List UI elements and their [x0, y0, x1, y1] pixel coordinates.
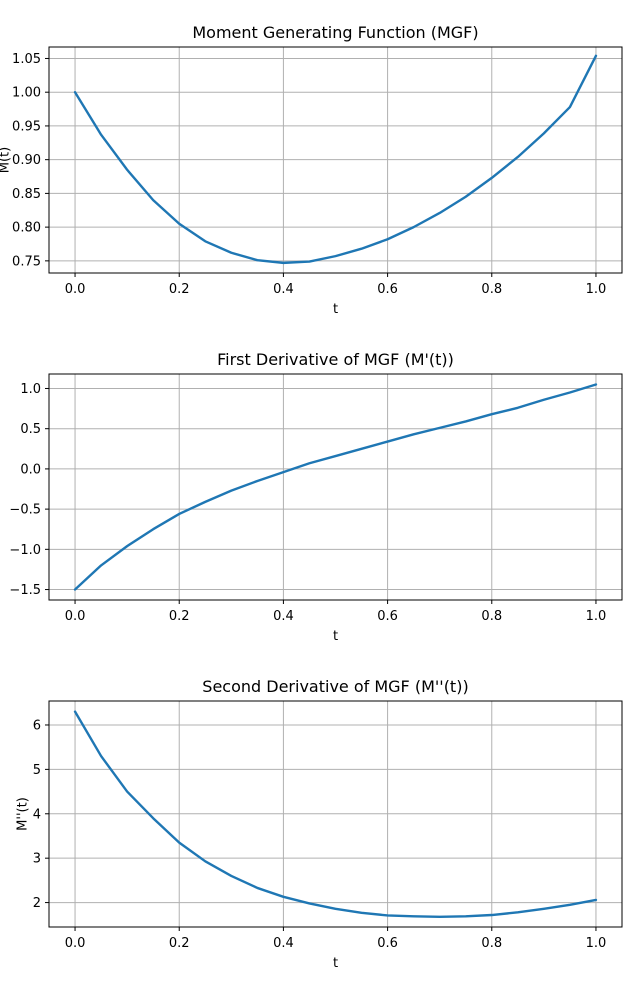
chart-2-x-tick-label: 1.0	[586, 936, 607, 951]
chart-1-y-tick-label: −1.5	[9, 583, 41, 598]
chart-2-y-tick-label: 4	[33, 807, 41, 822]
chart-2-y-tick-label: 5	[33, 763, 41, 778]
chart-2-series-line	[73, 710, 598, 918]
chart-1-y-tick-label: 0.0	[20, 462, 41, 477]
chart-2-y-tick-label: 3	[33, 852, 41, 867]
chart-2-x-tick-label: 0.4	[273, 936, 294, 951]
chart-2-title: Second Derivative of MGF (M''(t))	[202, 677, 468, 696]
chart-0-y-tick-label: 0.80	[12, 221, 41, 236]
chart-0-y-tick-label: 0.75	[12, 254, 41, 269]
chart-0-y-tick-label: 1.05	[12, 52, 41, 67]
chart-0-x-tick-label: 0.6	[377, 282, 398, 297]
chart-1-x-tick-label: 0.6	[377, 609, 398, 624]
chart-1-y-tick-label: −0.5	[9, 503, 41, 518]
chart-2-x-axis-label: t	[333, 956, 338, 971]
chart-0-x-axis-label: t	[333, 302, 338, 317]
chart-1-x-tick-label: 0.2	[169, 609, 190, 624]
chart-0-x-tick-label: 0.2	[169, 282, 190, 297]
chart-2-y-tick-label: 2	[33, 896, 41, 911]
chart-0-x-tick-label: 0.4	[273, 282, 294, 297]
chart-1-x-axis-label: t	[333, 629, 338, 644]
chart-1-title: First Derivative of MGF (M'(t))	[217, 350, 454, 369]
chart-1-y-tick-label: −1.0	[9, 543, 41, 558]
chart-2-x-tick-label: 0.6	[377, 936, 398, 951]
chart-1-plot-frame	[48, 373, 623, 601]
chart-0-x-tick-label: 1.0	[586, 282, 607, 297]
chart-1-x-tick-label: 0.0	[65, 609, 86, 624]
chart-1-series-line	[73, 383, 598, 591]
chart-0-title: Moment Generating Function (MGF)	[192, 23, 478, 42]
chart-1-x-tick-label: 0.4	[273, 609, 294, 624]
chart-0-x-tick-label: 0.8	[481, 282, 502, 297]
chart-1-x-tick-label: 0.8	[481, 609, 502, 624]
chart-2-y-tick-label: 6	[33, 718, 41, 733]
chart-2-x-tick-label: 0.0	[65, 936, 86, 951]
chart-0-y-axis-label: M(t)	[0, 147, 13, 173]
chart-1-panel: 0.0 0.2 0.4 0.6 0.8 1.0 −1.5 −1.0 −0.5 0.0 0.5 1.0 F…	[9, 350, 623, 644]
chart-0-y-tick-label: 1.00	[12, 86, 41, 101]
chart-2-x-tick-label: 0.2	[169, 936, 190, 951]
chart-0-y-tick-label: 0.95	[12, 119, 41, 134]
chart-1-y-tick-label: 1.0	[20, 382, 41, 397]
chart-2-y-axis-label: M''(t)	[16, 797, 31, 831]
chart-0-panel: 0.0 0.2 0.4 0.6 0.8 1.0 0.75 0.80 0.85 0.90 0.95 1.…	[0, 23, 623, 317]
chart-1-x-tick-label: 1.0	[586, 609, 607, 624]
chart-0-y-tick-label: 0.90	[12, 153, 41, 168]
chart-0-series-line	[73, 54, 598, 265]
chart-2-panel: 0.0 0.2 0.4 0.6 0.8 1.0 2 3 4 5 6 Second Derivative…	[16, 677, 623, 971]
chart-0-y-tick-label: 0.85	[12, 187, 41, 202]
chart-1-y-tick-label: 0.5	[20, 422, 41, 437]
chart-2-x-tick-label: 0.8	[481, 936, 502, 951]
chart-0-x-tick-label: 0.0	[65, 282, 86, 297]
